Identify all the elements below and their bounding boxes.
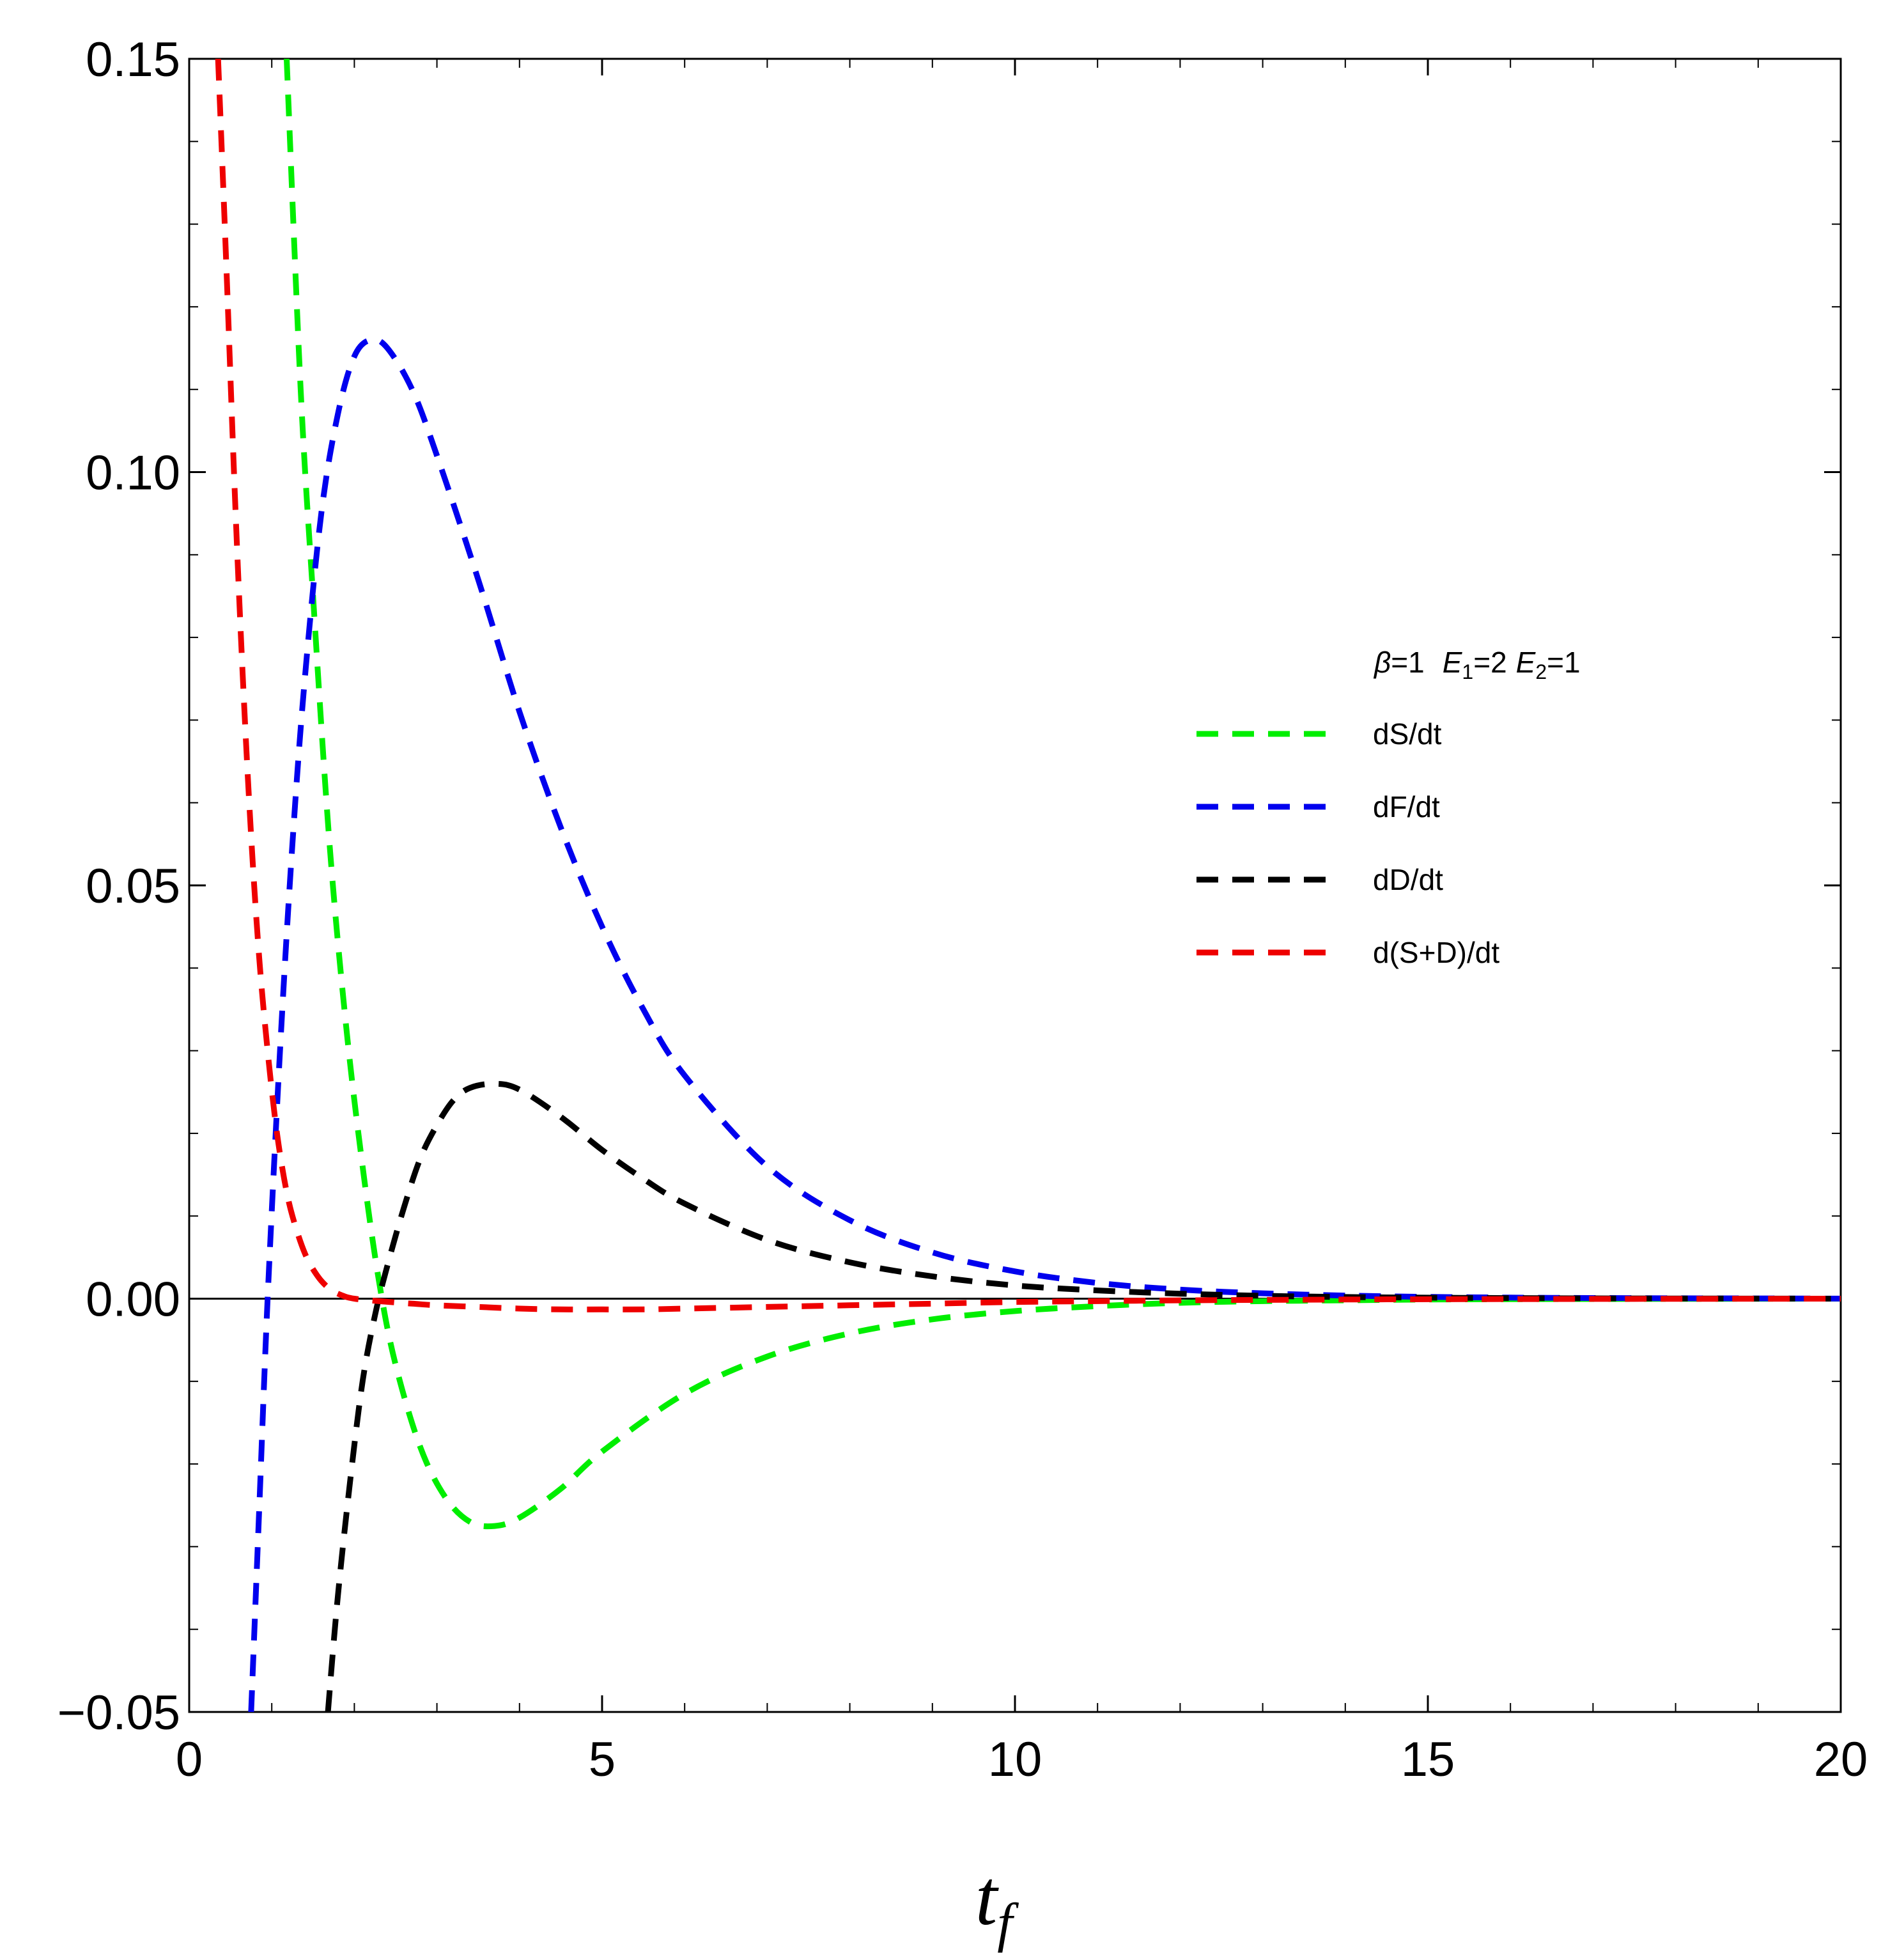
legend-e2-value: =1 (1547, 646, 1580, 679)
x-tick-labels: 0 5 10 15 20 (176, 1732, 1868, 1787)
legend-label-3: d(S+D)/dt (1373, 936, 1499, 969)
legend-label-2: dD/dt (1373, 863, 1443, 896)
legend-e1-value: =2 (1473, 646, 1506, 679)
legend-beta-value: =1 (1391, 646, 1424, 679)
series-layer (215, 59, 1841, 1712)
legend-e1: E (1443, 646, 1463, 679)
y-tick-label: 0.00 (86, 1273, 180, 1327)
x-tick-label: 15 (1401, 1732, 1455, 1787)
series-line-2 (325, 1080, 1841, 1712)
y-tick-label: 0.05 (86, 859, 180, 914)
legend-beta: β (1373, 646, 1391, 679)
legend-e2-sub: 2 (1535, 660, 1547, 683)
series-line-1 (248, 336, 1841, 1712)
y-tick-label: 0.15 (86, 33, 180, 87)
legend-label-0: dS/dt (1373, 717, 1442, 751)
legend-entries: dS/dt dF/dt dD/dt d(S+D)/dt (1196, 717, 1499, 969)
x-tick-label: 0 (176, 1732, 203, 1787)
series-line-0 (284, 59, 1841, 1530)
legend-e2: E (1516, 646, 1537, 679)
y-tick-label: 0.10 (86, 446, 180, 501)
series-line-3 (215, 59, 1841, 1312)
x-axis-title-sub: f (997, 1892, 1019, 1953)
legend-e1-sub: 1 (1462, 660, 1473, 683)
x-tick-label: 5 (589, 1732, 616, 1787)
y-tick-labels: −0.05 0.00 0.05 0.10 0.15 (58, 33, 180, 1740)
legend-label-1: dF/dt (1373, 790, 1440, 823)
plot-frame (188, 58, 1842, 1713)
x-tick-label: 10 (988, 1732, 1042, 1787)
minor-ticks (189, 59, 1841, 1712)
major-ticks (188, 58, 1842, 1713)
x-tick-label: 20 (1814, 1732, 1868, 1787)
legend-title: β=1 E1=2 E2=1 (1373, 646, 1581, 683)
x-axis-title: tf (975, 1854, 1019, 1953)
x-axis-title-main: t (975, 1854, 999, 1941)
y-tick-label: −0.05 (58, 1686, 180, 1740)
